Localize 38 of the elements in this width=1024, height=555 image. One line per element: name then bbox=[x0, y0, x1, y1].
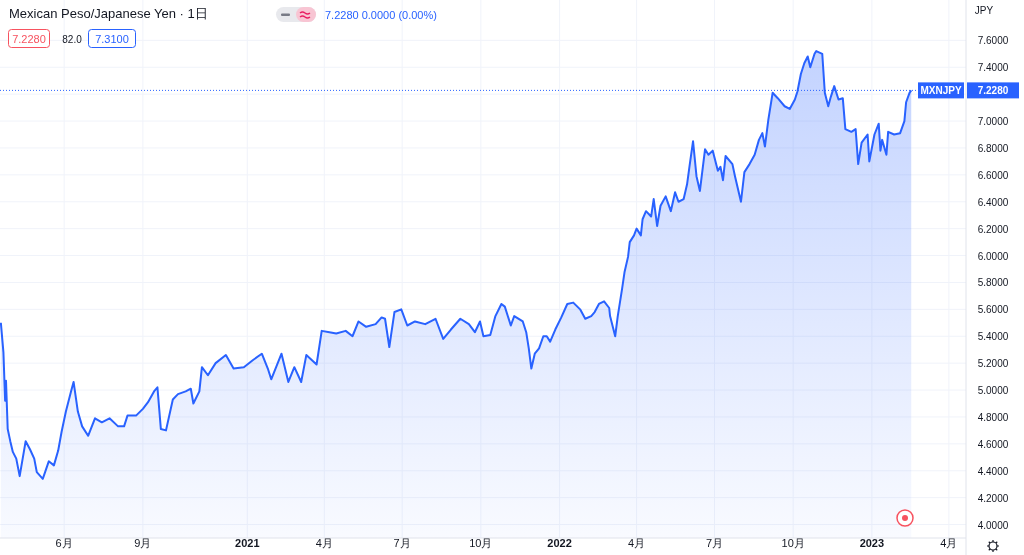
y-tick-label: 5.4000 bbox=[977, 331, 1009, 343]
x-tick-label: 7月 bbox=[393, 537, 411, 549]
y-tick-label: 4.0000 bbox=[977, 519, 1009, 531]
y-tick-label: 6.0000 bbox=[977, 250, 1009, 262]
y-tick-label: 5.2000 bbox=[977, 358, 1009, 370]
y-tick-label: 5.8000 bbox=[977, 277, 1009, 289]
y-tick-label: 4.2000 bbox=[977, 492, 1009, 504]
y-tick-label: 5.6000 bbox=[977, 304, 1009, 316]
y-tick-label: 6.6000 bbox=[977, 169, 1009, 181]
y-tick-label: 7.6000 bbox=[977, 35, 1009, 47]
y-tick-label: 6.2000 bbox=[977, 223, 1009, 235]
x-tick-label: 10月 bbox=[469, 537, 493, 549]
annotation: 7.2280 bbox=[12, 33, 46, 45]
x-tick-label: 4月 bbox=[940, 537, 958, 549]
x-tick-label: 6月 bbox=[55, 537, 73, 549]
y-tick-label: 6.4000 bbox=[977, 196, 1009, 208]
x-tick-label: 10月 bbox=[781, 537, 805, 549]
y-tick-label: 6.8000 bbox=[977, 142, 1009, 154]
x-tick-label: 4月 bbox=[628, 537, 646, 549]
x-tick-label: 4月 bbox=[315, 537, 333, 549]
annotation: 7.2280 0.0000 (0.00%) bbox=[325, 9, 437, 21]
x-tick-label: 2021 bbox=[235, 537, 260, 549]
y-tick-label: 4.6000 bbox=[977, 438, 1009, 450]
y-tick-label: 7.0000 bbox=[977, 116, 1009, 128]
x-tick-label: 9月 bbox=[134, 537, 152, 549]
annotation: 82.0 bbox=[62, 34, 83, 45]
y-tick-label: 7.4000 bbox=[977, 62, 1009, 74]
annotation: 7.3100 bbox=[95, 33, 129, 45]
y-tick-label: 4.4000 bbox=[977, 465, 1009, 477]
annotation: MXNJPY bbox=[920, 85, 962, 97]
x-tick-label: 2022 bbox=[547, 537, 572, 549]
ref-line-label: 7.2280 bbox=[977, 85, 1009, 97]
y-tick-label: 5.0000 bbox=[977, 385, 1009, 397]
x-tick-label: 2023 bbox=[859, 537, 885, 549]
text: Mexican Peso/Japanese Yen · 1日 bbox=[9, 6, 208, 21]
y-axis-title: JPY bbox=[974, 5, 994, 16]
x-tick-label: 7月 bbox=[705, 537, 724, 549]
y-tick-label: 4.8000 bbox=[977, 411, 1009, 423]
